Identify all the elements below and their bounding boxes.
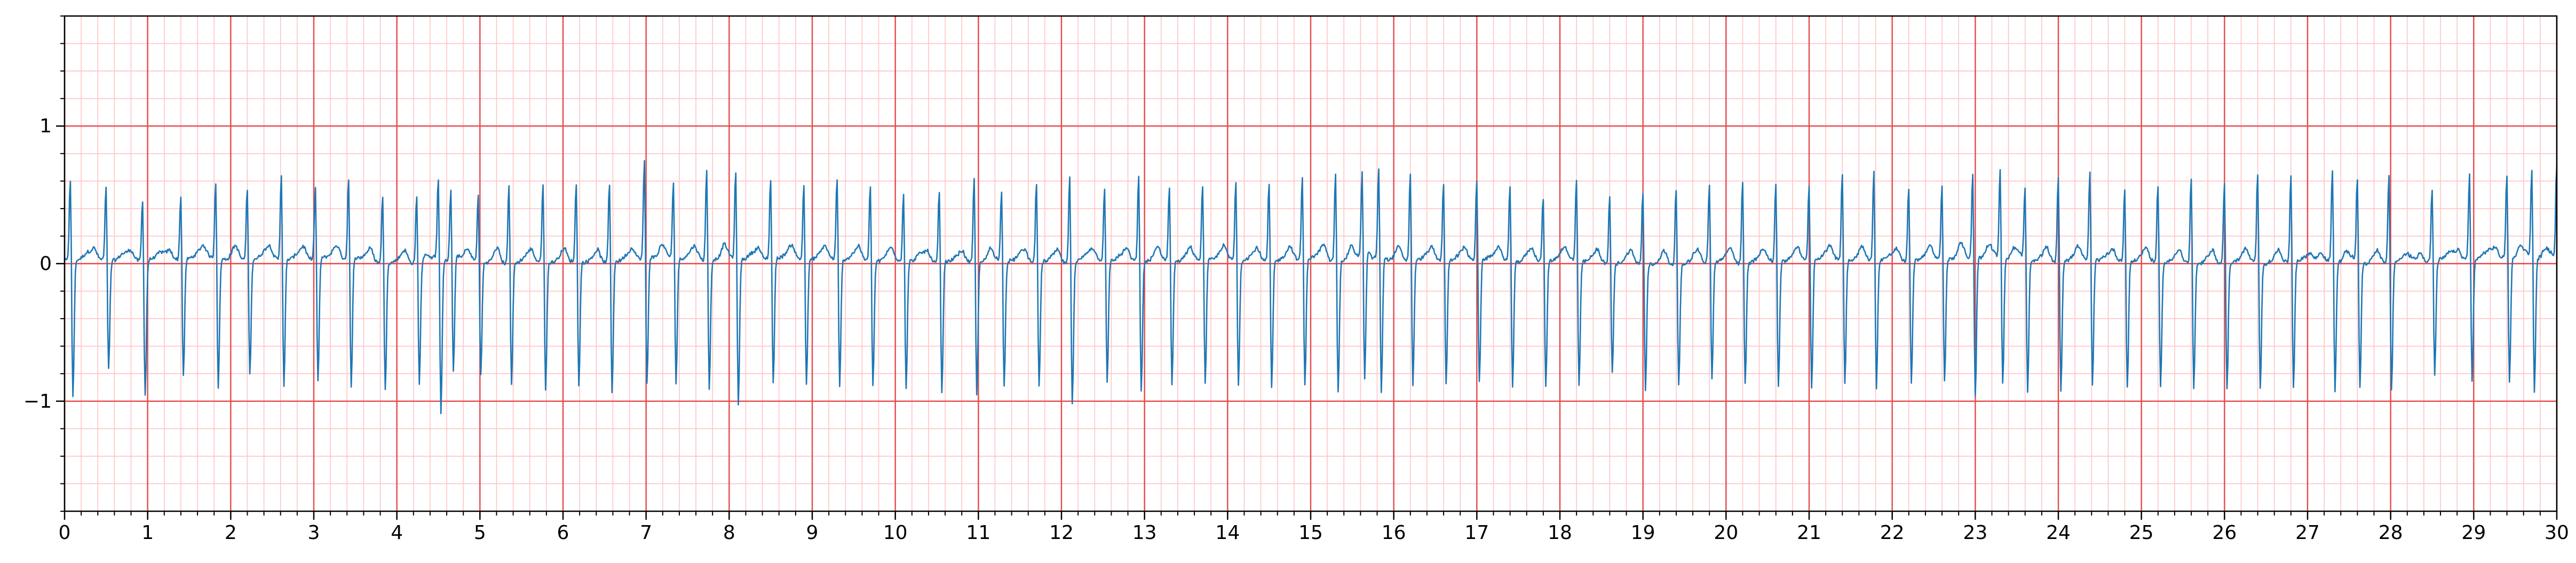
x-tick-label: 7 <box>640 522 652 544</box>
x-tick-label: 28 <box>2379 522 2403 544</box>
x-tick-label: 0 <box>59 522 71 544</box>
x-tick-label: 29 <box>2461 522 2486 544</box>
x-tick-label: 13 <box>1132 522 1157 544</box>
x-tick-label: 22 <box>1880 522 1905 544</box>
x-tick-label: 26 <box>2212 522 2237 544</box>
y-tick-label: 0 <box>39 253 52 275</box>
x-tick-label: 16 <box>1382 522 1406 544</box>
x-tick-label: 11 <box>966 522 990 544</box>
y-tick-label: −1 <box>23 391 52 413</box>
x-tick-label: 1 <box>141 522 154 544</box>
x-tick-label: 19 <box>1631 522 1655 544</box>
y-tick-label: 1 <box>39 115 52 137</box>
x-tick-label: 4 <box>391 522 403 544</box>
x-tick-label: 8 <box>723 522 735 544</box>
y-axis: −1 0 1 <box>23 16 65 511</box>
x-tick-label: 10 <box>883 522 908 544</box>
x-tick-label: 14 <box>1215 522 1240 544</box>
x-tick-label: 24 <box>2046 522 2071 544</box>
x-tick-label: 3 <box>308 522 320 544</box>
x-tick-label: 12 <box>1049 522 1074 544</box>
x-tick-label: 17 <box>1464 522 1489 544</box>
x-tick-label: 27 <box>2295 522 2320 544</box>
x-tick-label: 18 <box>1548 522 1572 544</box>
x-axis: 0 1 2 3 4 5 6 7 8 9 10 11 12 13 14 15 16 17 18 19 20 21 22 23 24… <box>59 511 2569 544</box>
x-tick-label: 6 <box>557 522 569 544</box>
x-tick-label: 25 <box>2129 522 2154 544</box>
x-tick-label: 9 <box>806 522 819 544</box>
x-tick-label: 23 <box>1963 522 1987 544</box>
x-tick-label: 20 <box>1714 522 1738 544</box>
x-tick-label: 15 <box>1298 522 1323 544</box>
x-tick-label: 5 <box>474 522 486 544</box>
x-tick-label: 2 <box>225 522 237 544</box>
x-tick-label: 21 <box>1797 522 1821 544</box>
x-tick-label: 30 <box>2545 522 2569 544</box>
